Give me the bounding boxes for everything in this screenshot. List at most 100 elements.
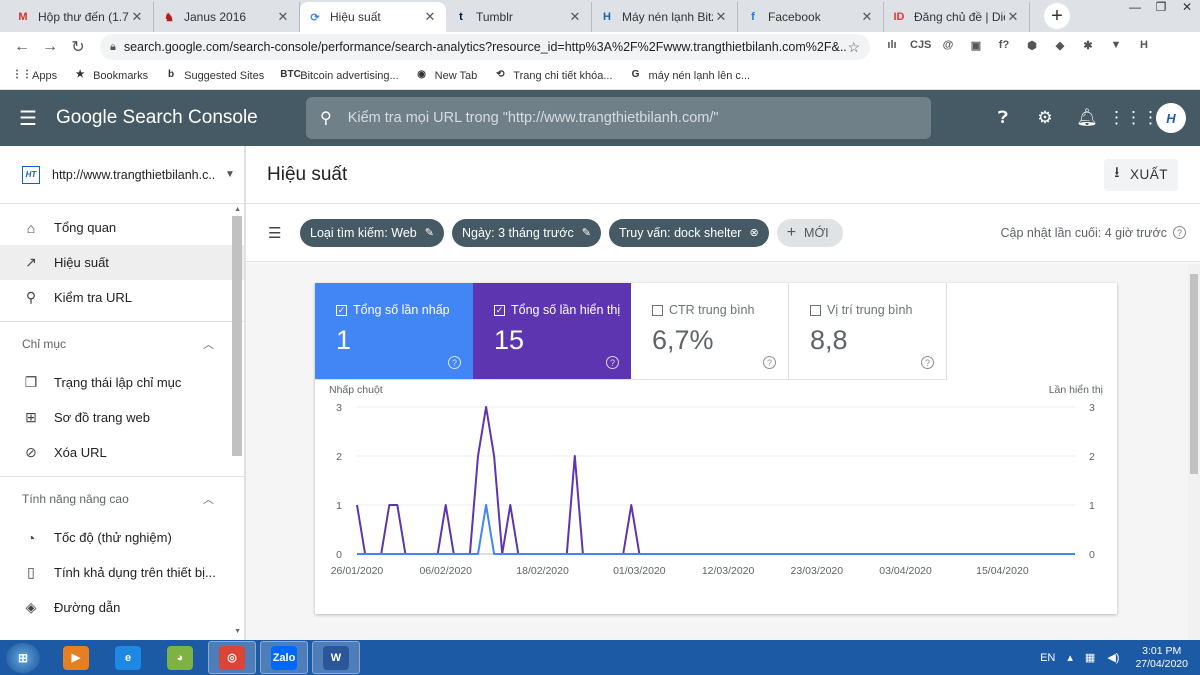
tray-arrow-icon[interactable]: ▴ xyxy=(1067,652,1073,664)
checkbox-icon[interactable] xyxy=(652,304,663,316)
metric-tile[interactable]: ✓ Tổng số lần hiển thị 15? xyxy=(473,283,631,380)
close-tab-icon[interactable]: ✕ xyxy=(424,9,436,24)
metric-tile[interactable]: Vị trí trung bình 8,8? xyxy=(789,283,947,380)
manage-users-icon[interactable]: ⚙ xyxy=(1037,108,1053,127)
checkbox-checked-icon[interactable]: ✓ xyxy=(336,304,347,316)
series-line[interactable] xyxy=(357,504,1075,555)
close-tab-icon[interactable]: ✕ xyxy=(861,9,873,24)
filter-chip[interactable]: Truy vấn: dock shelter ⊗ xyxy=(608,218,769,247)
volume-icon[interactable]: ◀) xyxy=(1107,652,1120,664)
filter-icon[interactable]: ☰ xyxy=(268,224,282,242)
extension-icon[interactable]: ▼ xyxy=(1110,39,1122,51)
section-header-enhancements[interactable]: Tính năng nâng cao ︿ xyxy=(0,476,244,520)
bookmark-item[interactable]: b Suggested Sites xyxy=(164,69,264,83)
extension-icon[interactable]: ◆ xyxy=(1055,40,1065,52)
metric-tile[interactable]: ✓ Tổng số lần nhấp 1? xyxy=(315,283,473,380)
extension-icon[interactable]: CJS xyxy=(910,39,932,51)
taskbar-app-green[interactable]: ◕ xyxy=(156,641,204,674)
sidebar-item[interactable]: ❐ Trạng thái lập chỉ mục xyxy=(0,365,244,400)
extension-icon[interactable]: ▣ xyxy=(970,40,982,52)
bookmark-item[interactable]: ⋮⋮ Apps xyxy=(12,69,57,83)
bookmark-star-icon[interactable]: ☆ xyxy=(847,38,860,55)
clock[interactable]: 3:01 PM 27/04/2020 xyxy=(1135,645,1188,671)
maximize-icon[interactable]: ❐ xyxy=(1155,0,1167,14)
browser-tab[interactable]: M Hộp thư đến (1.702✕ xyxy=(8,2,154,32)
close-tab-icon[interactable]: ✕ xyxy=(569,9,581,24)
new-filter-button[interactable]: + MỚI xyxy=(776,218,843,247)
pencil-icon[interactable]: ✎ xyxy=(424,227,434,239)
checkbox-checked-icon[interactable]: ✓ xyxy=(494,304,505,316)
sidebar-item[interactable]: ◔ Tốc độ (thử nghiệm) xyxy=(0,520,244,555)
browser-tab[interactable]: H Máy nén lạnh Bitzer✕ xyxy=(592,2,738,32)
sidebar-item[interactable]: ⊞ Sơ đồ trang web xyxy=(0,400,244,435)
help-circle-icon[interactable]: ? xyxy=(1173,226,1186,239)
extension-icon[interactable]: H xyxy=(1140,39,1148,51)
forward-icon[interactable]: → xyxy=(42,38,58,55)
sidebar-item[interactable]: ◈ Đường dẫn xyxy=(0,590,244,625)
filter-chip[interactable]: Loại tìm kiếm: Web ✎ xyxy=(300,218,444,247)
taskbar-media-player[interactable]: ▶ xyxy=(52,641,100,674)
back-icon[interactable]: ← xyxy=(14,38,30,55)
series-line[interactable] xyxy=(356,406,1075,555)
export-button[interactable]: ⭳ XUẤT xyxy=(1104,158,1178,191)
language-indicator[interactable]: EN xyxy=(1040,651,1056,664)
section-header-index[interactable]: Chỉ mục ︿ xyxy=(0,321,244,365)
taskbar-zalo[interactable]: Zalo xyxy=(260,641,308,674)
help-circle-icon[interactable]: ? xyxy=(921,356,934,369)
extension-icon[interactable]: @ xyxy=(942,39,954,51)
filter-chip[interactable]: Ngày: 3 tháng trước ✎ xyxy=(451,218,601,247)
help-circle-icon[interactable]: ? xyxy=(606,356,619,369)
bookmark-item[interactable]: ★ Bookmarks xyxy=(73,69,149,83)
bookmark-item[interactable]: ◉ New Tab xyxy=(415,69,477,83)
avatar[interactable]: H xyxy=(1156,103,1186,133)
sidebar-scrollbar[interactable] xyxy=(232,216,242,456)
sidebar-item[interactable]: ↗ Hiệu suất xyxy=(0,245,244,280)
extension-icon[interactable]: f? xyxy=(998,39,1010,51)
extension-icon[interactable]: ⬢ xyxy=(1027,40,1037,52)
sidebar-item[interactable]: ▯ Tính khả dụng trên thiết bị... xyxy=(0,555,244,590)
reload-icon[interactable]: ↻ xyxy=(71,39,85,56)
sidebar-item[interactable]: ⚲ Kiểm tra URL xyxy=(0,280,244,315)
url-inspect-search[interactable]: ⚲ Kiểm tra mọi URL trong "http://www.tra… xyxy=(306,97,931,139)
scroll-down-arrow-icon[interactable]: ▼ xyxy=(234,628,241,635)
help-icon[interactable]: ❓︎ xyxy=(997,108,1009,127)
taskbar-chrome[interactable]: ◎ xyxy=(208,641,256,674)
start-button[interactable]: ⊞ xyxy=(6,642,40,673)
close-tab-icon[interactable]: ✕ xyxy=(277,9,289,24)
minimize-icon[interactable]: — xyxy=(1129,0,1141,14)
notifications-icon[interactable]: 🔔︎ xyxy=(1076,108,1098,127)
remove-circle-icon[interactable]: ⊗ xyxy=(749,227,759,239)
close-tab-icon[interactable]: ✕ xyxy=(715,9,727,24)
browser-tab[interactable]: t Tumblr ✕ xyxy=(446,2,592,32)
pencil-icon[interactable]: ✎ xyxy=(581,227,591,239)
menu-icon[interactable]: ☰ xyxy=(19,107,37,130)
browser-tab[interactable]: ID Đăng chủ đề | Diễn✕ xyxy=(884,2,1030,32)
metric-tile[interactable]: CTR trung bình 6,7%? xyxy=(631,283,789,380)
bookmark-item[interactable]: ⟲ Trang chi tiết khóa... xyxy=(493,69,612,83)
extension-icon[interactable]: ✱ xyxy=(1083,40,1093,52)
bookmark-item[interactable]: BTC Bitcoin advertising... xyxy=(280,69,398,83)
sidebar-item[interactable]: ⊘ Xóa URL xyxy=(0,435,244,470)
close-window-icon[interactable]: ✕ xyxy=(1181,0,1193,14)
main-scrollbar-thumb[interactable] xyxy=(1190,274,1198,474)
browser-tab[interactable]: f Facebook ✕ xyxy=(738,2,884,32)
scroll-up-arrow-icon[interactable]: ▲ xyxy=(234,206,241,213)
property-selector[interactable]: HT http://www.trangthietbilanh.c... ▼ xyxy=(0,146,244,204)
extension-icon[interactable]: ılı xyxy=(887,39,897,51)
close-tab-icon[interactable]: ✕ xyxy=(1007,9,1019,24)
taskbar-word[interactable]: W xyxy=(312,641,360,674)
address-url[interactable]: search.google.com/search-console/perform… xyxy=(123,40,848,54)
main-scrollbar[interactable] xyxy=(1188,264,1200,640)
help-circle-icon[interactable]: ? xyxy=(448,356,461,369)
address-bar[interactable]: 🔒︎ search.google.com/search-console/perf… xyxy=(100,34,870,60)
new-tab-button[interactable]: + xyxy=(1044,3,1070,29)
help-circle-icon[interactable]: ? xyxy=(763,356,776,369)
app-brand[interactable]: Google Search Console xyxy=(56,107,258,128)
close-tab-icon[interactable]: ✕ xyxy=(131,9,143,24)
google-apps-icon[interactable]: ⋮⋮⋮ xyxy=(1108,108,1159,127)
sidebar-item[interactable]: ⌂ Tổng quan xyxy=(0,210,244,245)
browser-tab[interactable]: ♞ Janus 2016 ✕ xyxy=(154,2,300,32)
checkbox-icon[interactable] xyxy=(810,304,821,316)
browser-tab[interactable]: ⟳ Hiệu suất ✕ xyxy=(300,2,446,32)
network-icon[interactable]: ▦ xyxy=(1084,652,1096,664)
